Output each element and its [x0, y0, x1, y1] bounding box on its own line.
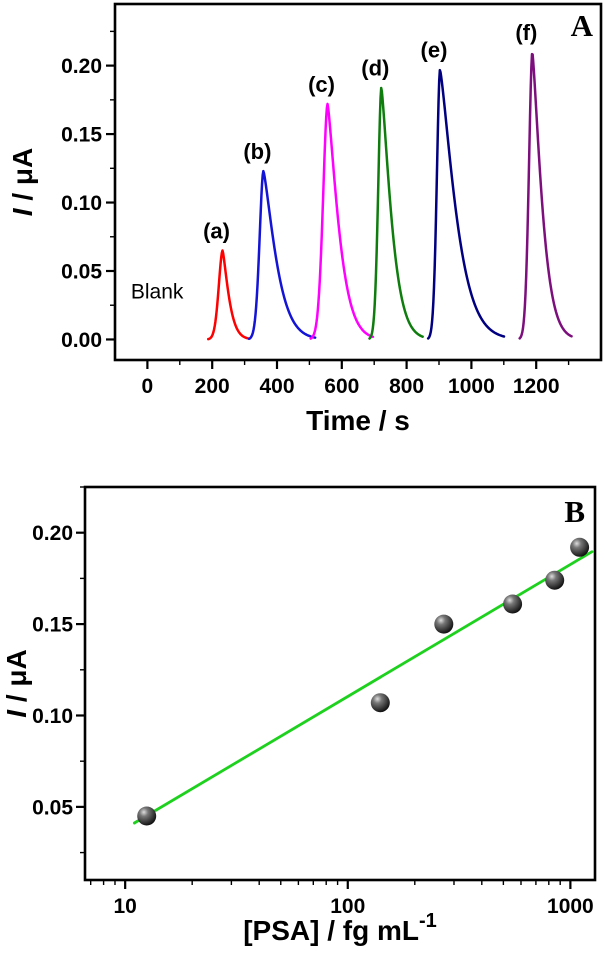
peak-label-d: (d) — [361, 56, 389, 81]
panel-a-y-title: I / μA — [7, 148, 38, 216]
y-tick-label: 0.05 — [61, 261, 102, 284]
panel-b-y-title: I / μA — [1, 649, 32, 717]
data-point — [545, 570, 565, 590]
y-tick-label: 0.05 — [32, 796, 73, 819]
y-tick-label: 0.20 — [32, 522, 73, 545]
peak-curve-c — [309, 102, 375, 340]
x-tick-label: 600 — [324, 375, 359, 398]
panel-a-x-title: Time / s — [306, 405, 410, 436]
panel-a-letter: A — [571, 8, 594, 43]
x-tick-label: 200 — [195, 375, 230, 398]
peak-curve-b — [247, 169, 317, 341]
panel-b-axes: 10 100 1000 0.05 0.10 0.15 0.20 — [32, 486, 594, 918]
data-point — [570, 537, 590, 557]
x-tick-label: 800 — [389, 375, 424, 398]
panel-b-chart: 10 100 1000 0.05 0.10 0.15 0.20 B [PSA] / fg mL-… — [1, 485, 597, 946]
peak-curve-f — [518, 52, 573, 340]
peak-label-a: (a) — [203, 218, 230, 243]
x-tick-label: 400 — [259, 375, 294, 398]
data-point — [434, 614, 454, 634]
panel-b-letter: B — [564, 494, 585, 529]
y-tick-label: 0.10 — [32, 705, 73, 728]
y-tick-label: 0.15 — [32, 614, 73, 637]
panel-b-x-title: [PSA] / fg mL-1 — [243, 910, 437, 946]
peak-label-b: (b) — [243, 139, 271, 164]
peak-label-e: (e) — [421, 38, 448, 63]
x-tick-label: 1000 — [547, 895, 594, 918]
fit-line — [132, 550, 594, 825]
peak-curve-a — [207, 249, 250, 341]
peak-curve-e — [426, 68, 506, 340]
y-tick-label: 0.10 — [61, 192, 102, 215]
data-point — [370, 693, 390, 713]
panel-a-chart: 0 200 400 600 800 1000 1200 0.00 0.05 0.10 0.15 0.2… — [7, 2, 603, 436]
data-point — [503, 594, 523, 614]
y-tick-label: 0.20 — [61, 55, 102, 78]
peak-label-f: (f) — [515, 20, 537, 45]
x-tick-label: 1200 — [513, 375, 560, 398]
y-tick-label: 0.00 — [61, 329, 102, 352]
blank-annotation: Blank — [131, 280, 184, 303]
x-tick-label: 0 — [142, 375, 154, 398]
panel-b-frame — [83, 485, 597, 882]
panel-a-axes: 0 200 400 600 800 1000 1200 0.00 0.05 0.10 0.15 0.2… — [61, 30, 570, 398]
x-tick-label: 100 — [330, 895, 365, 918]
peak-curve-d — [368, 86, 424, 340]
panel-a-frame — [113, 2, 603, 362]
x-tick-label: 1000 — [448, 375, 495, 398]
y-tick-label: 0.15 — [61, 124, 102, 147]
x-tick-label: 10 — [113, 895, 136, 918]
peak-label-c: (c) — [308, 72, 335, 97]
data-point — [137, 806, 157, 826]
